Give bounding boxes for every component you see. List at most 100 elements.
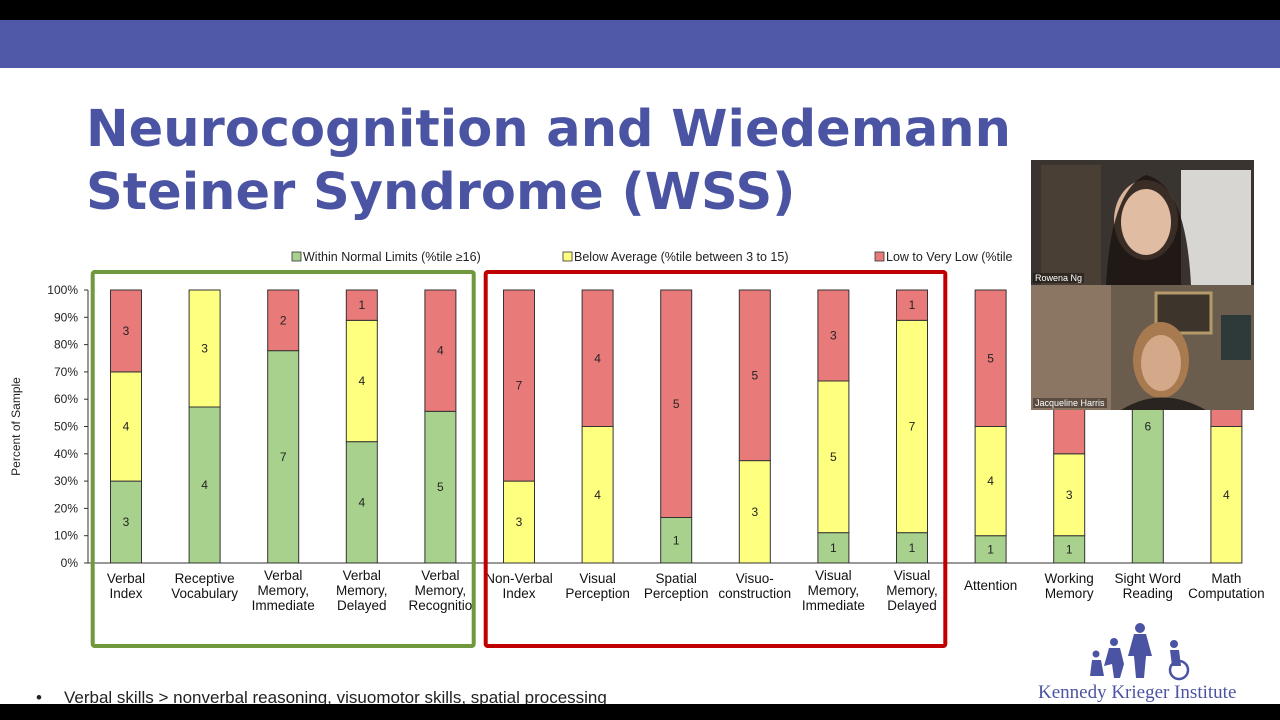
bar-segment — [267, 289, 300, 352]
bar-segment — [581, 426, 614, 564]
legend-swatch — [291, 251, 302, 262]
category-label: Verbal Memory, Delayed — [336, 568, 388, 613]
participant-name-2: Jacqueline Harris — [1033, 398, 1107, 408]
legend-swatch — [874, 251, 885, 262]
bar-value-label: 4 — [594, 488, 601, 502]
bar-segment — [1210, 426, 1243, 564]
y-tick-label: 10% — [54, 529, 78, 543]
category-label: Visuo-construction — [718, 571, 791, 601]
bar-value-label: 4 — [987, 474, 994, 488]
participant-video-2-image — [1031, 285, 1254, 410]
bar-value-label: 5 — [751, 368, 758, 382]
y-tick-label: 40% — [54, 447, 78, 461]
bar-value-label: 3 — [751, 505, 758, 519]
bullet-text: Verbal skills > nonverbal reasoning, vis… — [64, 688, 607, 707]
bar-value-label: 1 — [673, 533, 680, 547]
bar-value-label: 4 — [123, 420, 130, 434]
group-box-green — [90, 270, 476, 648]
logo-figures-icon — [1090, 623, 1190, 681]
bar-value-label: 1 — [1066, 542, 1073, 556]
participant-name-1: Rowena Ng — [1033, 273, 1085, 283]
bar-value-label: 3 — [201, 342, 208, 356]
header-band — [0, 20, 1280, 68]
bar-value-label: 5 — [673, 397, 680, 411]
category-label: Visual Memory, Delayed — [886, 568, 938, 613]
y-tick-label: 30% — [54, 474, 78, 488]
bar-segment — [660, 517, 693, 564]
bar-value-label: 3 — [1066, 488, 1073, 502]
bar-value-label: 7 — [909, 420, 916, 434]
logo-text: Kennedy Krieger Institute — [1038, 682, 1237, 703]
category-label: Non-Verbal Index — [485, 571, 553, 601]
bullet-point: • Verbal skills > nonverbal reasoning, vi… — [36, 688, 607, 708]
bar-value-label: 5 — [830, 450, 837, 464]
bar-segment — [424, 289, 457, 412]
y-axis-label: Percent of Sample — [9, 377, 23, 476]
participant-video-1-image — [1031, 160, 1254, 285]
bar-segment — [896, 289, 928, 321]
category-label: Verbal Memory, Recognitio — [409, 568, 473, 613]
y-tick-label: 80% — [54, 338, 78, 352]
legend-label: Below Average (%tile between 3 to 15) — [574, 250, 788, 264]
bar-value-label: 4 — [594, 351, 601, 365]
category-label: Receptive Vocabulary — [171, 571, 238, 601]
bar-segment — [896, 532, 928, 564]
bar-value-label: 1 — [830, 541, 837, 555]
bar-segment — [188, 289, 221, 408]
bar-value-label: 4 — [1223, 488, 1230, 502]
category-label: Attention — [964, 578, 1017, 593]
bottom-black-bar — [0, 704, 1280, 720]
bar-segment — [817, 289, 850, 382]
legend-label: Low to Very Low (%tile — [886, 250, 1012, 264]
bar-segment — [110, 289, 142, 373]
slide-title: Neurocognition and Wiedemann Steiner Syn… — [86, 100, 1011, 222]
bar-value-label: 5 — [437, 480, 444, 494]
bar-segment — [581, 289, 614, 427]
y-tick-label: 70% — [54, 365, 78, 379]
category-label: Spatial Perception — [644, 571, 709, 601]
bar-segment — [110, 371, 142, 482]
bar-value-label: 1 — [909, 298, 916, 312]
y-tick-label: 20% — [54, 501, 78, 515]
y-tick-label: 100% — [47, 283, 78, 297]
bar-value-label: 4 — [437, 344, 444, 358]
bar-segment — [974, 426, 1007, 537]
legend-label: Within Normal Limits (%tile ≥16) — [303, 250, 481, 264]
bar-value-label: 4 — [201, 478, 208, 492]
bar-value-label: 1 — [358, 298, 365, 312]
bar-segment — [738, 460, 771, 564]
category-label: Visual Memory, Immediate — [802, 568, 865, 613]
bar-segment — [345, 319, 378, 443]
bar-segment — [345, 289, 378, 321]
bar-value-label: 7 — [516, 379, 523, 393]
category-label: Working Memory — [1045, 571, 1094, 601]
bar-value-label: 3 — [123, 324, 130, 338]
bar-value-label: 2 — [280, 313, 287, 327]
bar-value-label: 4 — [358, 495, 365, 509]
y-tick-label: 0% — [61, 556, 79, 570]
bar-segment — [345, 441, 378, 564]
category-label: Visual Perception — [565, 571, 630, 601]
group-box-red — [483, 270, 948, 648]
y-tick-label: 50% — [54, 420, 78, 434]
bar-value-label: 7 — [280, 450, 287, 464]
bar-value-label: 3 — [123, 515, 130, 529]
bar-value-label: 1 — [909, 541, 916, 555]
bar-segment — [1053, 535, 1086, 564]
bar-value-label: 1 — [987, 542, 994, 556]
bar-segment — [1053, 453, 1086, 537]
y-tick-label: 90% — [54, 310, 78, 324]
category-label: Math Computation — [1188, 571, 1265, 601]
legend-swatch — [562, 251, 573, 262]
bar-segment — [503, 480, 535, 564]
bar-value-label: 4 — [358, 374, 365, 388]
bullet-dot: • — [36, 688, 42, 707]
bar-value-label: 3 — [830, 329, 837, 343]
participant-video-1[interactable]: Rowena Ng — [1031, 160, 1254, 285]
bar-value-label: 5 — [987, 351, 994, 365]
participant-video-2[interactable]: Jacqueline Harris — [1031, 285, 1254, 410]
bar-segment — [974, 289, 1007, 427]
y-tick-label: 60% — [54, 392, 78, 406]
stacked-bar-chart: 0% 10% 20% 30% 40% 50% 60% 70% 80% 90% 100% Percent… — [9, 250, 1265, 648]
bar-segment — [817, 380, 850, 534]
